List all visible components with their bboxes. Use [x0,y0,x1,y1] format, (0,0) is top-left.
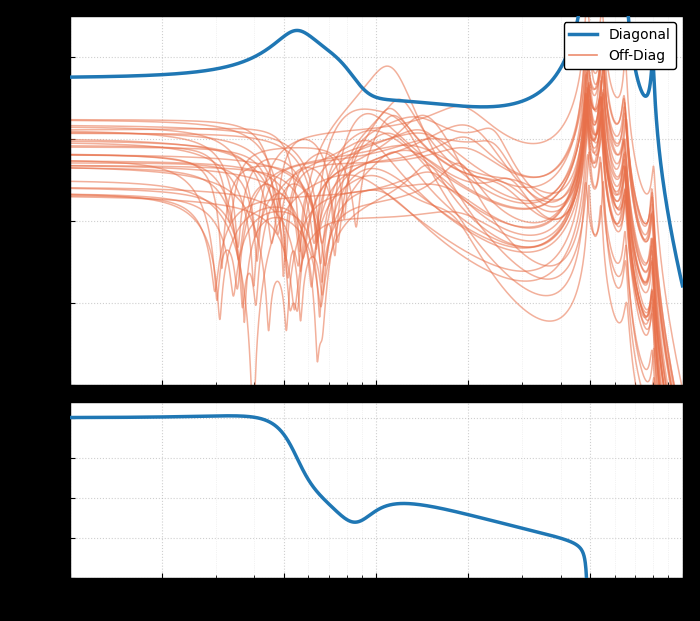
Legend: Diagonal, Off-Diag: Diagonal, Off-Diag [564,22,676,68]
